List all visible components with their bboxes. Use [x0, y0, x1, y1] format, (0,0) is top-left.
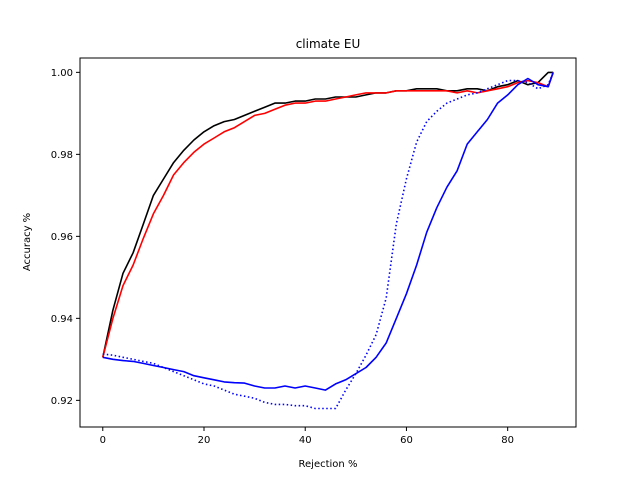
- y-tick-label: 1.00: [51, 68, 73, 79]
- x-tick-label: 60: [400, 435, 413, 446]
- x-tick-label: 80: [501, 435, 514, 446]
- x-tick-label: 20: [198, 435, 211, 446]
- y-axis-label: Accuracy %: [22, 213, 33, 271]
- chart-title: climate EU: [296, 37, 361, 51]
- y-tick-label: 0.98: [51, 150, 73, 161]
- y-axis: 0.92 0.94 0.96 0.98 1.00: [51, 68, 80, 407]
- x-tick-label: 40: [299, 435, 312, 446]
- series-blue-dotted-line: [102, 72, 554, 410]
- x-axis-label: Rejection %: [299, 459, 358, 470]
- x-axis: 0 20 40 60 80: [100, 427, 514, 446]
- plot-frame: [79, 57, 577, 428]
- y-tick-label: 0.92: [51, 396, 73, 407]
- y-tick-label: 0.96: [51, 232, 73, 243]
- x-tick-label: 0: [100, 435, 106, 446]
- y-tick-label: 0.94: [51, 314, 73, 325]
- series-black-line: [102, 71, 554, 358]
- series-red-line: [102, 72, 554, 358]
- series-layer: [102, 71, 554, 410]
- series-blue-solid-line: [102, 72, 554, 391]
